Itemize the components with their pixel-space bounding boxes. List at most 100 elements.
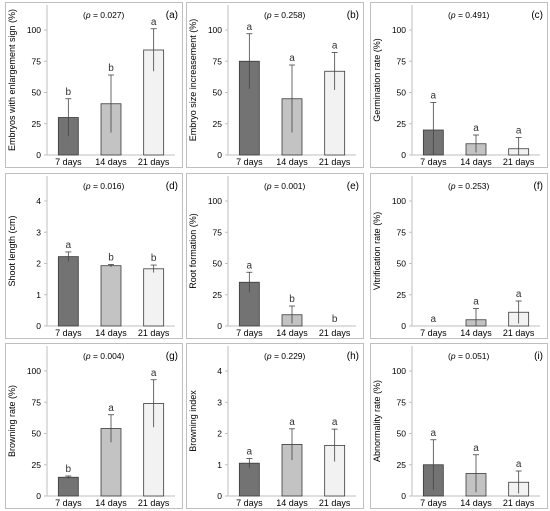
- chart-panel-b: 0 25 50 75 100 Embryo size increasement (%) a 7…: [186, 2, 364, 168]
- x-tick-label: 7 days: [55, 498, 82, 508]
- y-tick-label: 0: [217, 321, 222, 331]
- significance-letter: a: [247, 260, 253, 271]
- x-tick-label: 14 days: [276, 157, 308, 167]
- y-tick-label: 2: [36, 259, 41, 269]
- p-value-annotation: (p = 0.027): [83, 10, 125, 20]
- x-tick-label: 7 days: [420, 157, 447, 167]
- panel-frame: [5, 343, 183, 509]
- y-tick-label: 100: [392, 366, 406, 376]
- panel-label: (f): [534, 181, 543, 192]
- y-tick-label: 0: [36, 150, 41, 160]
- y-tick-label: 50: [397, 88, 407, 98]
- panel-frame: [186, 2, 364, 168]
- significance-letter: a: [247, 22, 253, 33]
- significance-letter: a: [108, 403, 114, 414]
- y-tick-label: 100: [208, 25, 222, 35]
- y-tick-label: 25: [213, 119, 223, 129]
- significance-letter: b: [108, 63, 114, 74]
- chart-panel-g: 0 25 50 75 100 Browning rate (%) b 7 days a 14 da…: [5, 343, 183, 509]
- x-tick-label: 21 days: [319, 157, 351, 167]
- significance-letter: b: [332, 314, 338, 325]
- x-tick-label: 21 days: [138, 498, 170, 508]
- y-tick-label: 75: [32, 56, 42, 66]
- bar: [143, 268, 165, 327]
- y-axis-title: Browning rate (%): [7, 385, 17, 457]
- panel-label: (h): [347, 351, 359, 362]
- panel-label: (g): [166, 351, 178, 362]
- significance-letter: b: [289, 294, 295, 305]
- p-value-annotation: (p = 0.491): [448, 10, 490, 20]
- x-tick-label: 14 days: [95, 328, 127, 338]
- p-value-annotation: (p = 0.253): [448, 181, 490, 191]
- y-tick-label: 3: [36, 227, 41, 237]
- y-tick-label: 25: [397, 460, 407, 470]
- panel-frame: [5, 2, 183, 168]
- x-tick-label: 7 days: [236, 157, 263, 167]
- x-tick-label: 14 days: [276, 328, 308, 338]
- x-tick-label: 7 days: [420, 498, 447, 508]
- x-tick-label: 14 days: [460, 328, 492, 338]
- x-tick-label: 7 days: [55, 157, 82, 167]
- x-tick-label: 14 days: [276, 498, 308, 508]
- y-axis-title: Browning index: [188, 390, 198, 452]
- significance-letter: a: [473, 123, 479, 134]
- y-tick-label: 0: [401, 150, 406, 160]
- y-tick-label: 50: [32, 88, 42, 98]
- y-tick-label: 25: [213, 290, 223, 300]
- significance-letter: a: [289, 53, 295, 64]
- x-tick-label: 21 days: [138, 157, 170, 167]
- chart-panel-f: 0 25 50 75 100 Vitrification rate (%) a 7 days a…: [370, 173, 548, 339]
- panel-frame: [370, 173, 548, 339]
- panel-label: (e): [347, 181, 359, 192]
- p-value-annotation: (p = 0.016): [83, 181, 125, 191]
- panel-frame: [186, 173, 364, 339]
- y-tick-label: 1: [217, 460, 222, 470]
- x-tick-label: 7 days: [420, 328, 447, 338]
- significance-letter: a: [151, 368, 157, 379]
- x-tick-label: 14 days: [95, 498, 127, 508]
- y-tick-label: 50: [213, 88, 223, 98]
- y-tick-label: 75: [213, 56, 223, 66]
- chart-panel-d: 0 1 2 3 4 Shoot length (cm) a 7 days b 14 days b 21…: [5, 173, 183, 339]
- y-tick-label: 0: [217, 150, 222, 160]
- x-tick-label: 7 days: [236, 498, 263, 508]
- x-tick-label: 7 days: [236, 328, 263, 338]
- significance-letter: b: [108, 252, 114, 263]
- bar: [238, 462, 260, 497]
- y-tick-label: 25: [32, 460, 42, 470]
- significance-letter: b: [66, 464, 72, 475]
- significance-letter: a: [332, 417, 338, 428]
- x-tick-label: 7 days: [55, 328, 82, 338]
- y-tick-label: 2: [217, 429, 222, 439]
- significance-letter: a: [473, 443, 479, 454]
- x-tick-label: 14 days: [460, 498, 492, 508]
- y-tick-label: 50: [397, 259, 407, 269]
- y-axis-title: Root formation (%): [188, 213, 198, 289]
- x-tick-label: 21 days: [503, 328, 535, 338]
- chart-panel-c: 0 25 50 75 100 Germination rate (%) a 7 days a 14…: [370, 2, 548, 168]
- chart-panel-i: 0 25 50 75 100 Abnormality rate (%) a 7 days a 14…: [370, 343, 548, 509]
- significance-letter: a: [247, 447, 253, 458]
- y-tick-label: 100: [392, 25, 406, 35]
- y-tick-label: 0: [36, 491, 41, 501]
- bar: [100, 265, 122, 327]
- p-value-annotation: (p = 0.001): [264, 181, 306, 191]
- significance-letter: a: [289, 417, 295, 428]
- panel-label: (d): [166, 181, 178, 192]
- x-tick-label: 14 days: [95, 157, 127, 167]
- significance-letter: b: [66, 87, 72, 98]
- y-tick-label: 25: [32, 119, 42, 129]
- y-tick-label: 75: [213, 227, 223, 237]
- x-tick-label: 14 days: [460, 157, 492, 167]
- p-value-annotation: (p = 0.229): [264, 351, 306, 361]
- y-tick-label: 50: [32, 429, 42, 439]
- y-tick-label: 50: [213, 259, 223, 269]
- p-value-annotation: (p = 0.004): [83, 351, 125, 361]
- bar: [57, 256, 79, 327]
- significance-letter: b: [151, 253, 157, 264]
- chart-panel-e: 0 25 50 75 100 Root formation (%) a 7 days b 14 d…: [186, 173, 364, 339]
- y-tick-label: 0: [36, 321, 41, 331]
- panel-label: (b): [347, 10, 359, 21]
- y-tick-label: 100: [208, 196, 222, 206]
- y-tick-label: 4: [217, 366, 222, 376]
